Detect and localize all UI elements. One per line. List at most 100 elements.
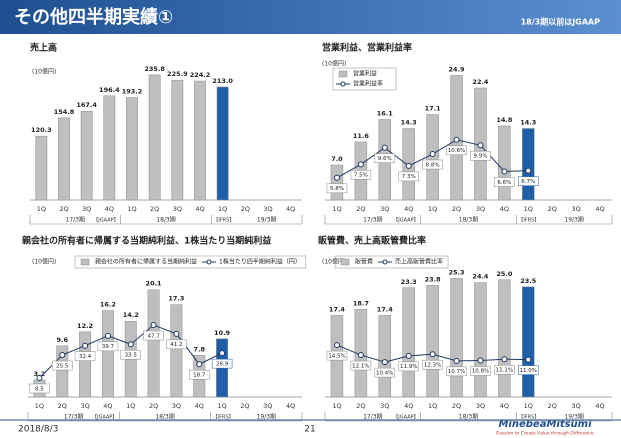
line-marker [453,136,460,143]
slide-title: その他四半期実績① [14,6,173,28]
footer-date: 2018/8/3 [18,425,58,435]
x-tick-label: 2Q [58,402,67,410]
legend-marker [340,81,346,87]
bar-value-label: 24.4 [472,273,489,281]
line-marker [104,332,111,339]
label-box [52,360,73,371]
line-marker [477,357,484,364]
bar [426,114,439,201]
bar-value-label: 25.0 [496,270,513,278]
bar-value-label: 7.8 [193,345,205,353]
line-value-label: 14.5% [328,353,345,359]
group-label: 19/3期 [257,413,276,421]
bar [426,285,439,398]
line-value-label: 11.1% [496,368,513,374]
label-box [422,359,443,370]
chart-title: 販管費、売上高販管費比率 [318,235,426,247]
line-value-label: 6.6% [497,180,511,186]
label-box [494,177,515,187]
legend-marker [206,259,212,265]
bar [171,79,184,201]
bar [170,304,183,398]
bar [80,110,93,201]
line-value-label: 5.8% [330,186,344,192]
bar-value-label: 18.7 [353,299,369,307]
legend-label: 営業利益 [353,70,377,78]
legend-swatch [340,258,350,266]
group-label: 17/3期 [66,216,85,224]
x-tick-label: 1Q [127,205,136,213]
line-marker [36,374,43,381]
bar [56,345,69,398]
line-value-label: 11.0% [520,368,537,374]
x-tick-label: 4Q [404,205,413,213]
line-marker [381,144,388,151]
chart-title: 営業利益、営業利益率 [322,42,412,54]
label-box [350,170,372,180]
line-value-label: 7.3% [402,174,416,180]
line-value-label: 12.1% [352,363,369,369]
bar-value-label: 12.2 [77,322,93,330]
legend-box [334,255,449,269]
x-tick-label: 4Q [500,205,509,213]
label-box [29,383,50,394]
group-label: 19/3期 [564,216,583,224]
bar-value-label: 17.1 [425,105,442,113]
label-box [446,366,467,377]
group-label: 17/3期 [363,216,382,224]
line-value-label: 39.7 [102,344,115,350]
line-marker [357,161,364,168]
label-box [326,350,348,361]
header-bar [0,0,621,34]
bar [216,86,229,201]
x-tick-label: 2Q [240,402,249,410]
x-tick-label: 2Q [356,205,365,213]
x-tick-label: 4Q [595,402,604,410]
x-tick-label: 1Q [332,402,341,410]
label-box [374,153,396,163]
line-value-label: 10.4% [376,370,393,376]
x-tick-label: 2Q [149,402,158,410]
bar [101,310,114,398]
x-tick-label: 4Q [286,402,295,410]
bar [148,74,161,201]
group-label: 18/3期 [156,216,175,224]
x-tick-label: 1Q [126,402,135,410]
legend-marker [382,259,388,265]
bar [35,135,48,201]
bar-value-label: 20.1 [146,280,163,288]
bar-value-label: 235.8 [144,65,165,73]
bar-value-label: 224.2 [190,71,211,79]
bar-value-label: 3.2 [34,370,46,378]
chart-title: 売上高 [30,42,57,54]
bar-value-label: 225.9 [167,70,188,78]
x-tick-label: 3Q [380,402,389,410]
label-box [494,364,515,375]
bar [126,97,138,201]
bar [450,278,463,398]
line-marker [405,162,412,169]
group-label: 17/3期 [64,413,83,421]
line-marker [429,351,436,358]
logo: MinebeaMitsumi [498,419,592,430]
x-tick-label: 1Q [217,402,226,410]
label-box [74,351,96,361]
label-box [120,349,141,360]
x-tick-label: 3Q [476,402,485,410]
label-box [470,366,491,376]
label-box [97,341,119,352]
bar [194,80,206,201]
line-value-label: 41.2 [170,342,182,348]
bar [402,287,415,398]
label-box [189,369,210,380]
line-marker [150,322,157,329]
legend-swatch [338,70,348,78]
legend-swatch [80,258,90,266]
line-marker [501,356,508,363]
line-value-label: 11.9% [400,364,417,370]
x-tick-label: 3Q [263,205,272,213]
line-value-label: 9.9% [473,154,487,160]
line-marker [59,352,66,359]
bar-value-label: 7.0 [331,155,343,163]
line-marker [173,330,180,337]
